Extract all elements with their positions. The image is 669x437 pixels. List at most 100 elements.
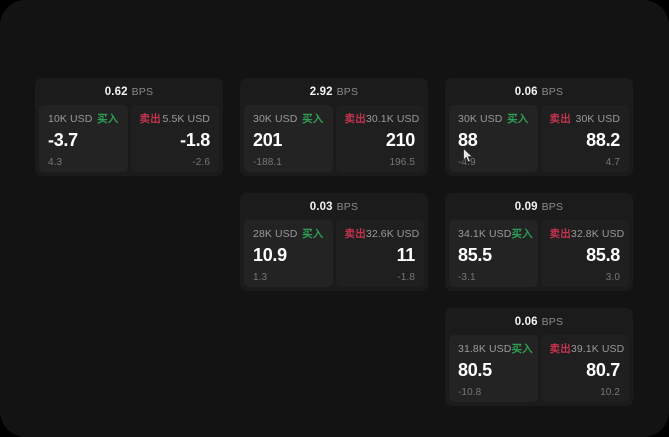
spread-card[interactable]: 0.03 BPS 28K USD 买入 10.9 1.3 <box>240 193 428 291</box>
buy-price: 201 <box>253 130 283 150</box>
bps-unit-label: BPS <box>541 85 564 98</box>
sell-amount-label: 30.1K USD <box>365 112 420 125</box>
buy-side-tag: 买入 <box>507 113 529 125</box>
card-body: 34.1K USD 买入 85.5 -3.1 卖出 32.8K USD 85. <box>445 220 633 291</box>
sell-panel[interactable]: 卖出 39.1K USD 80.7 10.2 <box>540 335 629 402</box>
buy-panel[interactable]: 10K USD 买入 -3.7 4.3 <box>39 105 128 172</box>
buy-delta: -4.9 <box>458 157 476 168</box>
spread-card[interactable]: 0.62 BPS 10K USD 买入 -3.7 4.3 <box>35 78 223 176</box>
buy-amount-label: 30K USD <box>253 112 298 125</box>
sell-panel[interactable]: 卖出 32.6K USD 11 -1.8 <box>335 220 424 287</box>
sell-side-tag: 卖出 <box>549 228 571 240</box>
buy-amount-label: 30K USD <box>458 112 503 125</box>
sell-delta: 10.2 <box>600 387 620 398</box>
card-body: 30K USD 买入 201 -188.1 卖出 30.1K USD 210 <box>240 105 428 176</box>
spread-card[interactable]: 0.06 BPS 31.8K USD 买入 80.5 -10.8 <box>445 308 633 406</box>
buy-panel[interactable]: 28K USD 买入 10.9 1.3 <box>244 220 333 287</box>
bps-unit-label: BPS <box>336 85 359 98</box>
sell-price: -1.8 <box>180 130 210 150</box>
card-body: 31.8K USD 买入 80.5 -10.8 卖出 39.1K USD 80 <box>445 335 633 406</box>
buy-delta: -188.1 <box>253 157 282 168</box>
buy-price: 10.9 <box>253 245 287 265</box>
spread-card[interactable]: 0.09 BPS 34.1K USD 买入 85.5 -3.1 <box>445 193 633 291</box>
buy-price: 85.5 <box>458 245 492 265</box>
sell-panel-header: 卖出 5.5K USD <box>139 112 211 126</box>
buy-delta: -3.1 <box>458 272 476 283</box>
card-body: 28K USD 买入 10.9 1.3 卖出 32.6K USD 11 <box>240 220 428 291</box>
buy-side-tag: 买入 <box>302 228 324 240</box>
sell-amount-label: 5.5K USD <box>162 112 210 125</box>
buy-price: -3.7 <box>48 130 78 150</box>
spread-column-2: 2.92 BPS 30K USD 买入 201 -188.1 <box>240 78 428 291</box>
buy-panel[interactable]: 30K USD 买入 88 -4.9 <box>449 105 538 172</box>
sell-panel[interactable]: 卖出 32.8K USD 85.8 3.0 <box>540 220 629 287</box>
sell-delta: 4.7 <box>605 157 620 168</box>
sell-price: 88.2 <box>586 130 620 150</box>
buy-delta: 1.3 <box>253 272 268 283</box>
sell-amount-label: 30K USD <box>575 112 620 125</box>
spread-card[interactable]: 2.92 BPS 30K USD 买入 201 -188.1 <box>240 78 428 176</box>
bps-unit-label: BPS <box>541 315 564 328</box>
buy-delta: 4.3 <box>48 157 63 168</box>
bps-unit-label: BPS <box>336 200 359 213</box>
buy-amount-label: 10K USD <box>48 112 93 125</box>
card-header: 0.06 BPS <box>445 78 633 105</box>
spread-card-board: 0.62 BPS 10K USD 买入 -3.7 4.3 <box>35 78 635 406</box>
sell-panel-header: 卖出 32.8K USD <box>549 227 625 241</box>
buy-panel[interactable]: 31.8K USD 买入 80.5 -10.8 <box>449 335 538 402</box>
buy-amount-label: 28K USD <box>253 227 298 240</box>
sell-amount-label: 32.6K USD <box>365 227 420 240</box>
card-header: 0.03 BPS <box>240 193 428 220</box>
bps-value: 0.06 <box>514 85 538 98</box>
card-body: 10K USD 买入 -3.7 4.3 卖出 5.5K USD -1.8 <box>35 105 223 176</box>
bps-unit-label: BPS <box>131 85 154 98</box>
buy-side-tag: 买入 <box>511 228 533 240</box>
sell-side-tag: 卖出 <box>549 343 571 355</box>
sell-price: 210 <box>385 130 415 150</box>
spread-column-3: 0.06 BPS 30K USD 买入 88 -4.9 <box>445 78 633 406</box>
buy-panel-header: 10K USD 买入 <box>48 112 119 126</box>
buy-panel[interactable]: 30K USD 买入 201 -188.1 <box>244 105 333 172</box>
sell-panel[interactable]: 卖出 30.1K USD 210 196.5 <box>335 105 424 172</box>
buy-panel[interactable]: 34.1K USD 买入 85.5 -3.1 <box>449 220 538 287</box>
buy-delta: -10.8 <box>458 387 482 398</box>
bps-value: 2.92 <box>309 85 333 98</box>
sell-panel[interactable]: 卖出 30K USD 88.2 4.7 <box>540 105 629 172</box>
bps-value: 0.09 <box>514 200 538 213</box>
sell-panel[interactable]: 卖出 5.5K USD -1.8 -2.6 <box>130 105 219 172</box>
sell-amount-label: 32.8K USD <box>570 227 625 240</box>
card-body: 30K USD 买入 88 -4.9 卖出 30K USD 88.2 <box>445 105 633 176</box>
sell-price: 85.8 <box>586 245 620 265</box>
spread-card[interactable]: 0.06 BPS 30K USD 买入 88 -4.9 <box>445 78 633 176</box>
buy-side-tag: 买入 <box>302 113 324 125</box>
buy-side-tag: 买入 <box>97 113 119 125</box>
card-header: 0.06 BPS <box>445 308 633 335</box>
buy-panel-header: 31.8K USD 买入 <box>458 342 533 356</box>
sell-delta: 196.5 <box>389 157 415 168</box>
sell-delta: 3.0 <box>605 272 620 283</box>
buy-panel-header: 30K USD 买入 <box>458 112 529 126</box>
sell-amount-label: 39.1K USD <box>570 342 625 355</box>
bps-value: 0.06 <box>514 315 538 328</box>
sell-panel-header: 卖出 30.1K USD <box>344 112 420 126</box>
buy-side-tag: 买入 <box>511 343 533 355</box>
bps-value: 0.03 <box>309 200 333 213</box>
sell-delta: -2.6 <box>192 157 210 168</box>
buy-amount-label: 34.1K USD <box>458 227 512 240</box>
buy-price: 80.5 <box>458 360 492 380</box>
sell-price: 80.7 <box>586 360 620 380</box>
bps-value: 0.62 <box>104 85 128 98</box>
spread-column-1: 0.62 BPS 10K USD 买入 -3.7 4.3 <box>35 78 223 176</box>
bps-unit-label: BPS <box>541 200 564 213</box>
card-header: 2.92 BPS <box>240 78 428 105</box>
card-header: 0.09 BPS <box>445 193 633 220</box>
sell-panel-header: 卖出 32.6K USD <box>344 227 420 241</box>
sell-panel-header: 卖出 39.1K USD <box>549 342 625 356</box>
sell-side-tag: 卖出 <box>344 113 366 125</box>
sell-side-tag: 卖出 <box>344 228 366 240</box>
buy-panel-header: 30K USD 买入 <box>253 112 324 126</box>
sell-price: 11 <box>396 245 416 265</box>
sell-side-tag: 卖出 <box>139 113 161 125</box>
